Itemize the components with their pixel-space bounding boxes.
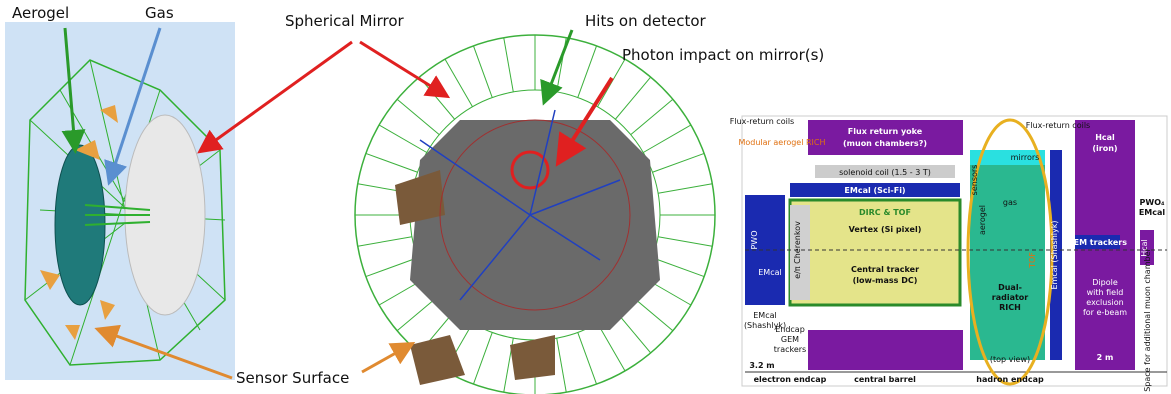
- label: EMcal: [758, 268, 781, 277]
- label: Vertex (Si pixel): [849, 225, 922, 234]
- wireframe-spoke: [652, 153, 704, 172]
- label: (muon chambers?): [843, 139, 927, 148]
- annotation: Aerogel: [12, 4, 69, 22]
- label: for e-beam: [1083, 308, 1127, 317]
- label: EMcal: [753, 311, 776, 320]
- wireframe-spoke: [578, 332, 597, 384]
- wireframe-spoke: [631, 99, 673, 134]
- label: Flux-return coils: [1026, 121, 1090, 130]
- wireframe-spoke: [658, 184, 712, 194]
- label: GEM trackers: [1067, 238, 1127, 247]
- wireframe-spoke: [358, 237, 412, 247]
- yoke-top: [808, 120, 963, 155]
- label: 2 m: [1097, 353, 1114, 362]
- yoke-bottom: [808, 330, 963, 370]
- label: Hcal: [1095, 133, 1115, 142]
- wireframe-spoke: [615, 77, 650, 119]
- label: Central tracker: [851, 265, 919, 274]
- annotation: Spherical Mirror: [285, 12, 405, 30]
- annotation: Gas: [145, 4, 174, 22]
- wireframe-spoke: [379, 125, 427, 153]
- label: PWO: [750, 230, 759, 249]
- wireframe-spoke: [366, 258, 418, 277]
- label: aerogel: [978, 205, 987, 235]
- label: sensors: [970, 165, 979, 196]
- wireframe-spoke: [473, 46, 492, 98]
- wireframe-spoke: [652, 258, 704, 277]
- label: DIRC & TOF: [859, 208, 911, 217]
- left-panel: [5, 22, 235, 380]
- wireframe-spoke: [598, 323, 626, 371]
- label: Space for additional muon chamber: [1143, 248, 1152, 392]
- label: (top view): [990, 355, 1030, 364]
- wireframe-spoke: [658, 237, 712, 247]
- label: Dipole: [1092, 278, 1118, 287]
- label: (iron): [1092, 144, 1117, 153]
- wireframe-spoke: [578, 46, 597, 98]
- label: gas: [1003, 198, 1017, 207]
- label: solenoid coil (1.5 - 3 T): [839, 168, 931, 177]
- arrow: [360, 42, 445, 95]
- label: Endcap: [775, 325, 805, 334]
- label: electron endcap: [754, 375, 827, 384]
- arrow: [362, 345, 410, 372]
- wireframe-spoke: [473, 332, 492, 384]
- annotation: Photon impact on mirror(s): [622, 46, 824, 64]
- label: Flux-return coils: [730, 117, 794, 126]
- label: EMcal (Sci-Fi): [844, 186, 905, 195]
- wireframe-spoke: [397, 99, 439, 134]
- middle-panel: [355, 35, 715, 394]
- label: hadron endcap: [976, 375, 1044, 384]
- wireframe-spoke: [445, 59, 473, 107]
- label: GEM: [781, 335, 799, 344]
- wireframe-spoke: [643, 125, 691, 153]
- label: radiator: [992, 293, 1029, 302]
- label: 3.2 m: [749, 361, 774, 370]
- label: trackers: [774, 345, 806, 354]
- label: e/π Cherenkov: [793, 221, 802, 279]
- wireframe-spoke: [557, 338, 567, 392]
- label: (low-mass DC): [853, 276, 918, 285]
- label: Flux return yoke: [848, 127, 923, 136]
- label: EMcal: [1139, 208, 1166, 217]
- label: central barrel: [854, 375, 916, 384]
- annotation: Hits on detector: [585, 12, 707, 30]
- label: with field: [1087, 288, 1124, 297]
- label: Modular aerogel RICH: [738, 138, 825, 147]
- label: Dual-: [998, 283, 1022, 292]
- label: exclusion: [1086, 298, 1123, 307]
- label: TOF: [1028, 252, 1037, 269]
- label: mirrors: [1011, 153, 1040, 162]
- label: RICH: [999, 303, 1021, 312]
- figure: Aerogel Gas Spherical Mirror Hits on det…: [0, 0, 1171, 394]
- wireframe-spoke: [598, 59, 626, 107]
- label: Emcal (Shashlyk): [1050, 220, 1059, 289]
- label: PWO₄: [1140, 198, 1165, 207]
- annotation: Sensor Surface: [236, 369, 349, 387]
- wireframe-spoke: [504, 38, 514, 92]
- wireframe-spoke: [366, 153, 418, 172]
- arrow: [545, 30, 572, 100]
